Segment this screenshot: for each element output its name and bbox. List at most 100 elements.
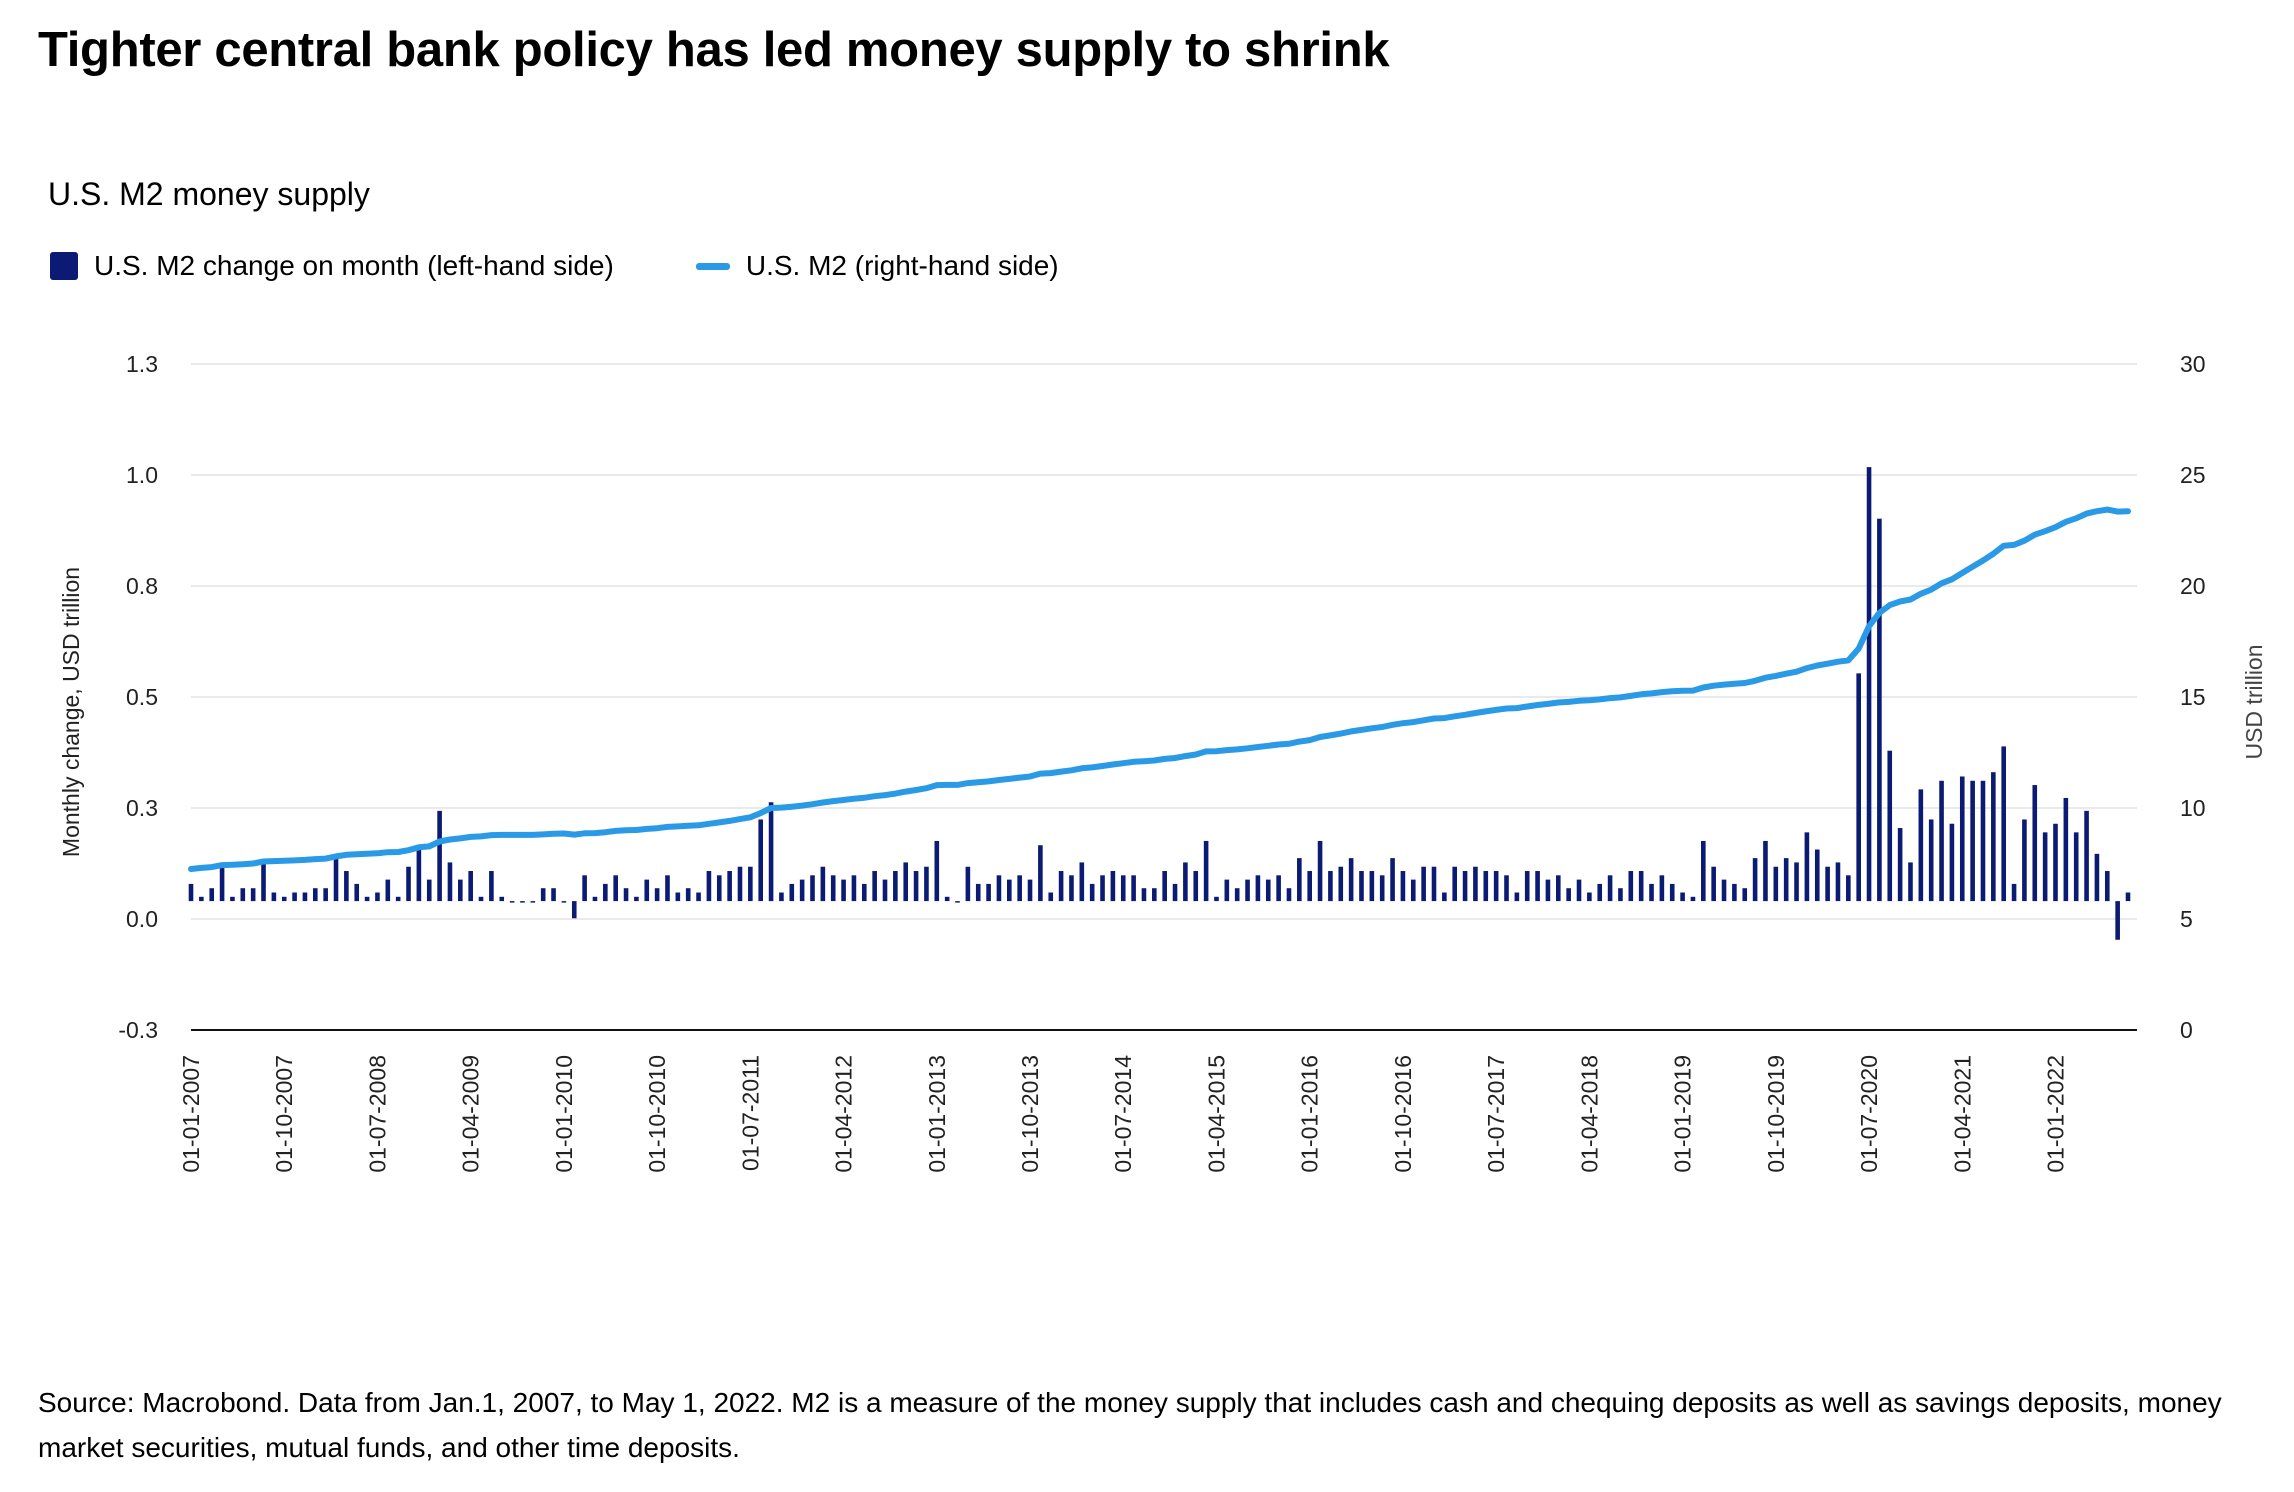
y-right-tick-label: 10 bbox=[2180, 795, 2206, 821]
bar-monthly-change bbox=[312, 888, 318, 902]
bar-monthly-change bbox=[1991, 772, 1996, 902]
bar-monthly-change bbox=[1421, 866, 1426, 902]
bar-monthly-change bbox=[748, 866, 753, 902]
bar-monthly-change bbox=[1680, 892, 1685, 902]
bar-monthly-change bbox=[2022, 819, 2027, 902]
bar-monthly-change bbox=[2125, 892, 2131, 902]
x-tick-label: 01-07-2008 bbox=[364, 1055, 390, 1173]
bar-monthly-change bbox=[2094, 853, 2100, 902]
bar-monthly-change bbox=[1701, 840, 1706, 902]
bar-monthly-change bbox=[1131, 875, 1136, 902]
bar-monthly-change bbox=[1079, 862, 1085, 902]
bar-monthly-change bbox=[426, 879, 432, 902]
bar-monthly-change bbox=[934, 840, 940, 902]
bar-monthly-change bbox=[1297, 858, 1302, 902]
bar-monthly-change bbox=[302, 892, 308, 902]
bar-monthly-change bbox=[561, 901, 567, 903]
bar-monthly-change bbox=[199, 896, 204, 902]
x-tick-label: 01-04-2018 bbox=[1576, 1055, 1602, 1173]
bar-monthly-change bbox=[727, 871, 732, 902]
bar-monthly-change bbox=[219, 866, 225, 902]
legend-label-m2-level: U.S. M2 (right-hand side) bbox=[745, 250, 1059, 281]
bar-monthly-change bbox=[1224, 879, 1230, 902]
legend-line-swatch bbox=[695, 262, 730, 270]
x-tick-label: 01-01-2013 bbox=[924, 1055, 950, 1173]
bar-monthly-change bbox=[281, 896, 287, 902]
bar-monthly-change bbox=[1711, 866, 1716, 902]
y-right-tick-label: 5 bbox=[2180, 906, 2193, 932]
bar-monthly-change bbox=[447, 862, 453, 902]
bar-monthly-change bbox=[841, 879, 846, 902]
bar-monthly-change bbox=[1048, 892, 1054, 902]
x-tick-label: 01-01-2016 bbox=[1297, 1055, 1323, 1173]
chart-legend: U.S. M2 change on month (left-hand side)… bbox=[50, 250, 1141, 282]
bar-monthly-change bbox=[1773, 866, 1779, 902]
bar-monthly-change bbox=[1545, 879, 1551, 902]
y-right-tick-label: 30 bbox=[2180, 351, 2206, 377]
bar-monthly-change bbox=[861, 883, 867, 902]
bar-monthly-change bbox=[551, 888, 556, 902]
bar-monthly-change bbox=[996, 875, 1002, 902]
y-left-tick-label: 1.0 bbox=[126, 462, 158, 488]
bar-monthly-change bbox=[1628, 871, 1634, 902]
bar-monthly-change bbox=[1172, 883, 1178, 902]
bar-monthly-change bbox=[323, 888, 328, 902]
bar-monthly-change bbox=[1058, 871, 1064, 902]
bar-monthly-change bbox=[1721, 879, 1727, 902]
bar-monthly-change bbox=[1038, 845, 1043, 902]
x-tick-label: 01-04-2021 bbox=[1949, 1055, 1975, 1173]
bar-monthly-change bbox=[364, 896, 370, 902]
bar-monthly-change bbox=[1452, 866, 1458, 902]
bar-monthly-change bbox=[799, 879, 805, 902]
bar-monthly-change bbox=[924, 866, 929, 902]
bar-monthly-change bbox=[1524, 871, 1530, 902]
bar-monthly-change bbox=[1939, 780, 1944, 902]
bar-monthly-change bbox=[333, 858, 339, 902]
y-axis-left-title: Monthly change, USD trillion bbox=[58, 567, 84, 857]
bar-monthly-change bbox=[789, 883, 795, 902]
bar-monthly-change bbox=[975, 883, 981, 902]
bar-monthly-change bbox=[779, 892, 784, 902]
bar-monthly-change bbox=[1794, 862, 1799, 902]
bar-monthly-change bbox=[1555, 875, 1561, 902]
bar-monthly-change bbox=[509, 901, 515, 903]
bar-monthly-change bbox=[1162, 871, 1167, 902]
y-axis-right-title: USD trillion bbox=[2241, 644, 2267, 759]
bar-monthly-change bbox=[2032, 785, 2038, 902]
bar-monthly-change bbox=[1265, 879, 1271, 902]
y-left-tick-label: 0.0 bbox=[126, 906, 158, 932]
x-tick-label: 01-04-2012 bbox=[831, 1055, 857, 1173]
bar-monthly-change bbox=[882, 879, 888, 902]
bar-monthly-change bbox=[261, 862, 266, 902]
bar-monthly-change bbox=[1183, 862, 1188, 902]
bar-monthly-change bbox=[437, 810, 442, 902]
x-tick-label: 01-01-2022 bbox=[2043, 1055, 2069, 1173]
x-tick-label: 01-04-2009 bbox=[458, 1055, 484, 1173]
bar-monthly-change bbox=[1659, 875, 1665, 902]
bar-monthly-change bbox=[903, 862, 909, 902]
bar-monthly-change bbox=[1690, 896, 1696, 902]
bar-monthly-change bbox=[354, 883, 360, 902]
bar-monthly-change bbox=[375, 892, 380, 902]
y-left-tick-label: 0.5 bbox=[126, 684, 158, 710]
bar-monthly-change bbox=[1369, 871, 1375, 902]
axes: -0.3 0 0.0 5 0.3 10 0.5 15 0.8 20 1.0 25 1.3 30 01-01-… bbox=[118, 351, 2205, 1173]
bar-monthly-change bbox=[665, 875, 670, 902]
bar-monthly-change bbox=[986, 883, 991, 902]
bar-monthly-change bbox=[1504, 875, 1509, 902]
bar-monthly-change bbox=[1763, 840, 1768, 902]
bar-monthly-change bbox=[571, 901, 577, 919]
bar-monthly-change bbox=[1100, 875, 1105, 902]
y-left-tick-label: 0.8 bbox=[126, 573, 158, 599]
bar-monthly-change bbox=[685, 888, 691, 902]
bar-monthly-change bbox=[1410, 879, 1416, 902]
bar-monthly-change bbox=[1069, 875, 1074, 902]
bar-monthly-change bbox=[1928, 819, 1934, 902]
bar-monthly-change bbox=[965, 866, 971, 902]
x-tick-label: 01-10-2010 bbox=[644, 1055, 670, 1173]
bar-monthly-change bbox=[1255, 875, 1261, 902]
bar-monthly-change bbox=[1742, 888, 1748, 902]
x-tick-label: 01-07-2011 bbox=[737, 1055, 763, 1171]
bar-monthly-change bbox=[250, 888, 256, 902]
